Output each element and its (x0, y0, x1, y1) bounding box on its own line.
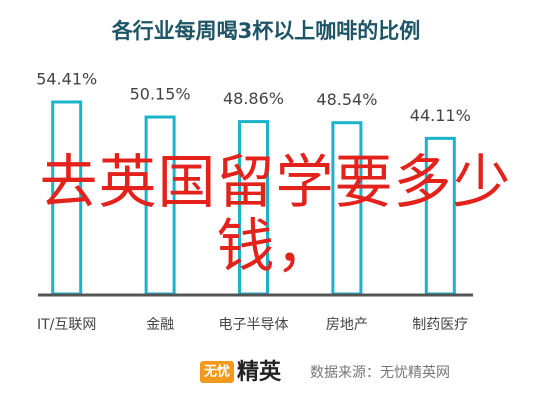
x-tick-label: 金融 (146, 317, 174, 333)
value-label: 44.11% (410, 106, 471, 125)
bar (144, 115, 176, 296)
x-tick-label: 房地产 (326, 317, 368, 333)
bar (51, 100, 83, 296)
value-label: 54.41% (36, 70, 97, 89)
source: 数据来源：无忧精英网 (310, 364, 450, 381)
logo-badge-bg (200, 361, 234, 383)
bar (238, 120, 269, 296)
x-tick-label: IT/互联网 (37, 317, 96, 333)
logo-badge: 无忧 (203, 364, 230, 380)
x-tick-label: 电子半导体 (219, 317, 289, 333)
logo-text: 精英 (237, 359, 282, 385)
x-tick-label: 制药医疗 (412, 317, 468, 333)
value-label: 48.54% (316, 90, 377, 109)
chart-title: 各行业每周喝3杯以上咖啡的比例 (111, 19, 421, 43)
value-label: 48.86% (223, 89, 284, 108)
annotation: 去英国留学要多少钱， (39, 148, 512, 280)
value-label: 50.15% (130, 85, 191, 104)
